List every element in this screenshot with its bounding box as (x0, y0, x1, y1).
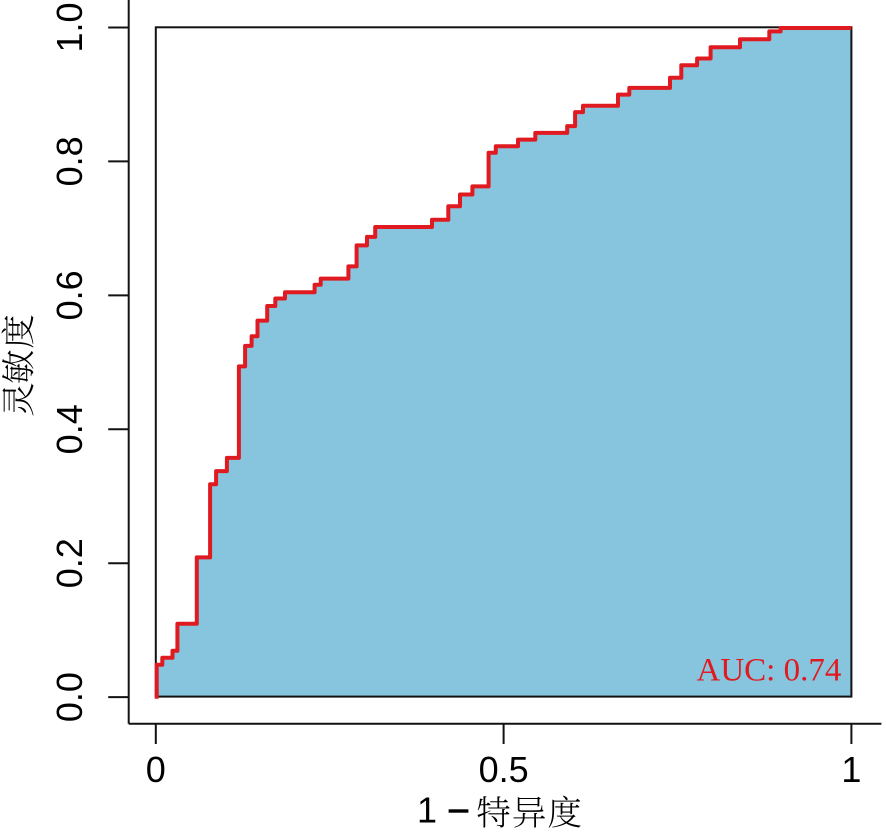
svg-text:0.0: 0.0 (49, 672, 90, 722)
svg-text:0.6: 0.6 (49, 270, 90, 320)
svg-text:0.2: 0.2 (49, 538, 90, 588)
svg-text:0: 0 (146, 749, 166, 790)
svg-text:1.0: 1.0 (49, 2, 90, 52)
svg-text:0.5: 0.5 (479, 749, 529, 790)
svg-text:1: 1 (841, 749, 861, 790)
svg-text:AUC: 0.74: AUC: 0.74 (697, 653, 842, 689)
svg-text:0.8: 0.8 (49, 136, 90, 186)
svg-text:1: 1 (417, 790, 437, 831)
svg-text:0.4: 0.4 (49, 404, 90, 454)
